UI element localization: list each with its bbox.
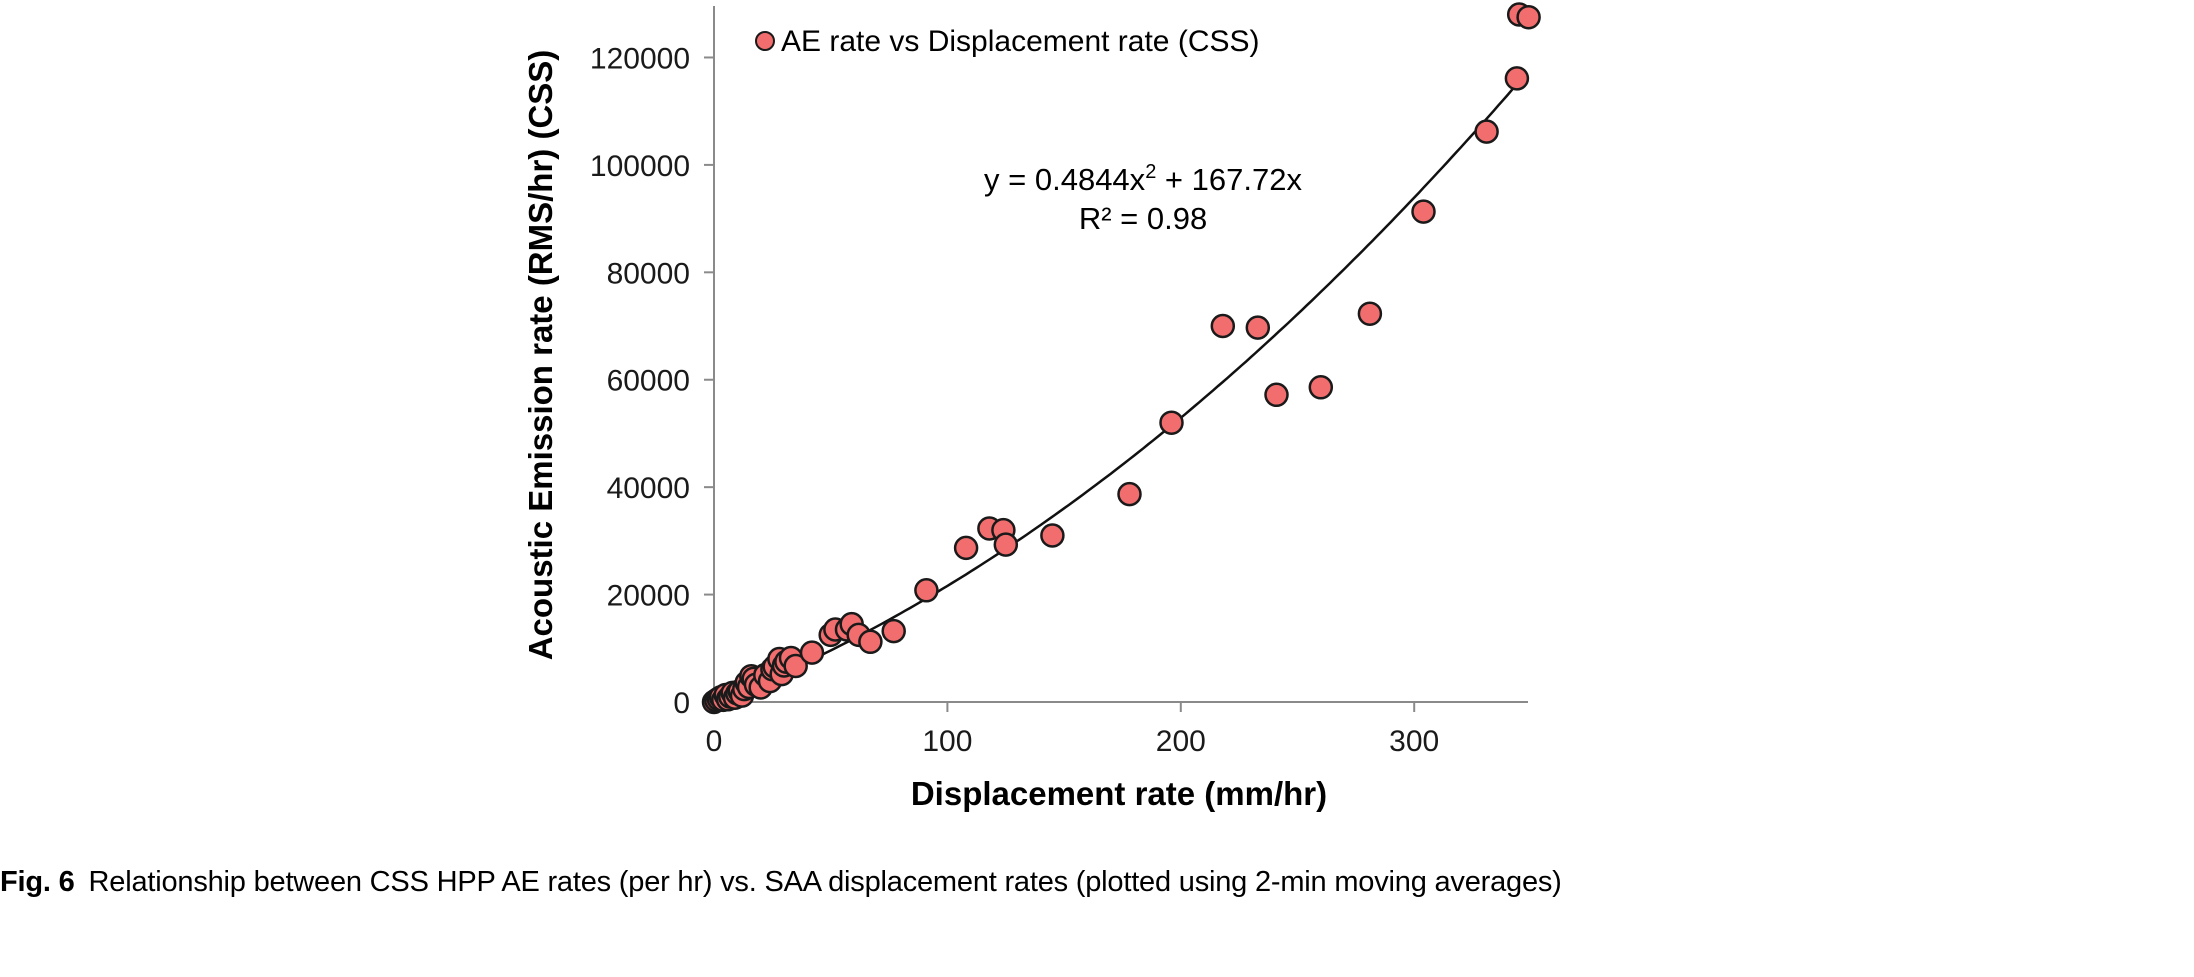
data-point	[1357, 301, 1383, 326]
data-point	[783, 653, 808, 679]
equation-linear-term: + 167.72x	[1156, 162, 1302, 197]
x-tick-label: 200	[1156, 725, 1206, 758]
data-point	[1516, 4, 1541, 30]
data-point	[1210, 313, 1236, 339]
legend-label: AE rate vs Displacement rate (CSS)	[781, 25, 1260, 58]
data-point	[1504, 66, 1530, 91]
trendline-equation: y = 0.4844x2 + 167.72x	[984, 161, 1302, 197]
x-tick-label: 0	[706, 725, 723, 758]
scatter-chart: 0 20000 40000 60000 80000 100000 120000 0 100 200…	[522, 2, 1541, 812]
y-tick-label: 0	[673, 687, 690, 720]
x-tick-label: 100	[922, 725, 972, 758]
y-tick-label: 100000	[590, 150, 690, 183]
x-axis-title: Displacement rate (mm/hr)	[911, 775, 1327, 812]
data-point	[1411, 199, 1436, 224]
y-tick-label: 40000	[607, 472, 690, 505]
data-point	[1117, 481, 1142, 507]
data-points-layer	[701, 2, 1541, 715]
superscript-two: 2	[1145, 161, 1156, 183]
figure-caption: Fig. 6 Relationship between CSS HPP AE ra…	[0, 866, 1562, 899]
data-point	[1474, 119, 1499, 144]
data-point	[1245, 315, 1271, 340]
caption-text: Relationship between CSS HPP AE rates (p…	[88, 866, 1562, 898]
data-point	[993, 532, 1019, 557]
x-tick-label: 300	[1389, 725, 1439, 758]
figure-label: Fig. 6	[0, 866, 75, 898]
axes-layer	[704, 6, 1528, 712]
y-tick-label: 120000	[590, 42, 690, 75]
data-point	[953, 535, 979, 561]
tick-labels-layer: 0 20000 40000 60000 80000 100000 120000 0 100 200…	[590, 42, 1439, 758]
data-point	[1308, 375, 1334, 400]
data-point	[914, 578, 939, 603]
y-tick-label: 20000	[607, 580, 690, 613]
legend: AE rate vs Displacement rate (CSS)	[755, 25, 1260, 58]
y-tick-label: 60000	[607, 365, 690, 398]
data-point	[799, 640, 825, 665]
data-point	[881, 618, 906, 644]
y-axis-title: Acoustic Emission rate (RMS/hr) (CSS)	[522, 50, 559, 661]
legend-marker	[755, 31, 775, 51]
data-point	[858, 629, 883, 655]
data-point	[1159, 410, 1184, 435]
data-point	[1040, 523, 1065, 548]
trendline-r-squared: R² = 0.98	[1079, 201, 1207, 236]
y-tick-label: 80000	[607, 257, 690, 290]
data-point	[1264, 382, 1289, 408]
